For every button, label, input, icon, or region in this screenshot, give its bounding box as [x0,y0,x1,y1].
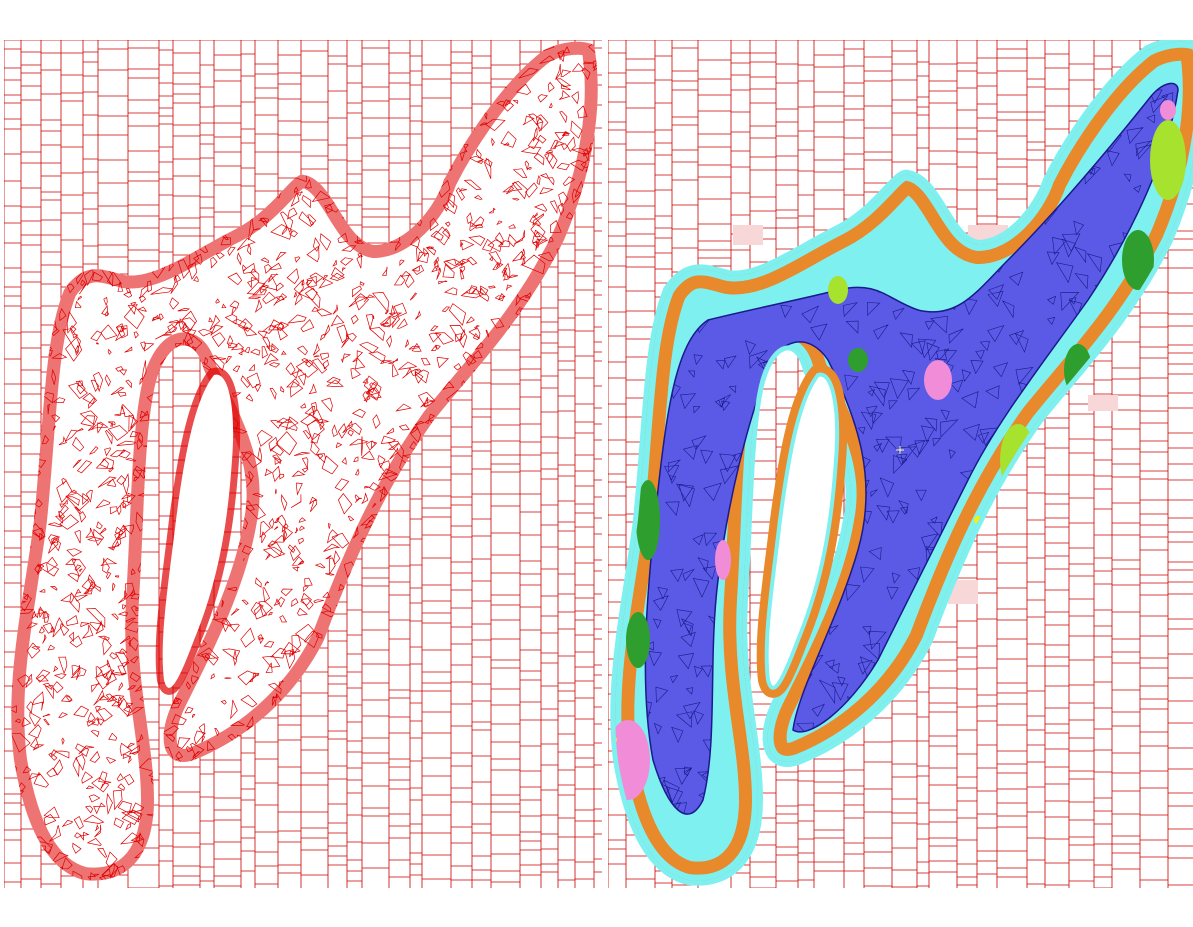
class-green-patch [1150,120,1186,200]
class-green-patch [848,348,868,372]
class-layers [615,41,1193,881]
lake-classified [610,40,1193,886]
class-deep [644,82,1179,815]
class-green-patch [626,612,650,668]
class-pink-patch [924,360,952,400]
lake-area [11,41,598,881]
mesh-map-right [608,40,1193,888]
lake-mesh [11,41,598,881]
mesh-map-left [4,40,602,888]
class-pink-patch [715,540,731,580]
class-pink-patch [1160,100,1176,120]
class-paleblush-rect [1088,395,1118,411]
mesh-panel-left [4,40,602,888]
class-green-patch [636,480,660,560]
class-green-patch [1122,230,1154,290]
class-shallow-rim [615,41,1193,881]
center-crosshair [896,446,904,454]
class-paleblush-rect [733,225,763,245]
class-green-patch [828,276,848,304]
island [764,372,840,690]
mesh-panel-right [608,40,1193,888]
